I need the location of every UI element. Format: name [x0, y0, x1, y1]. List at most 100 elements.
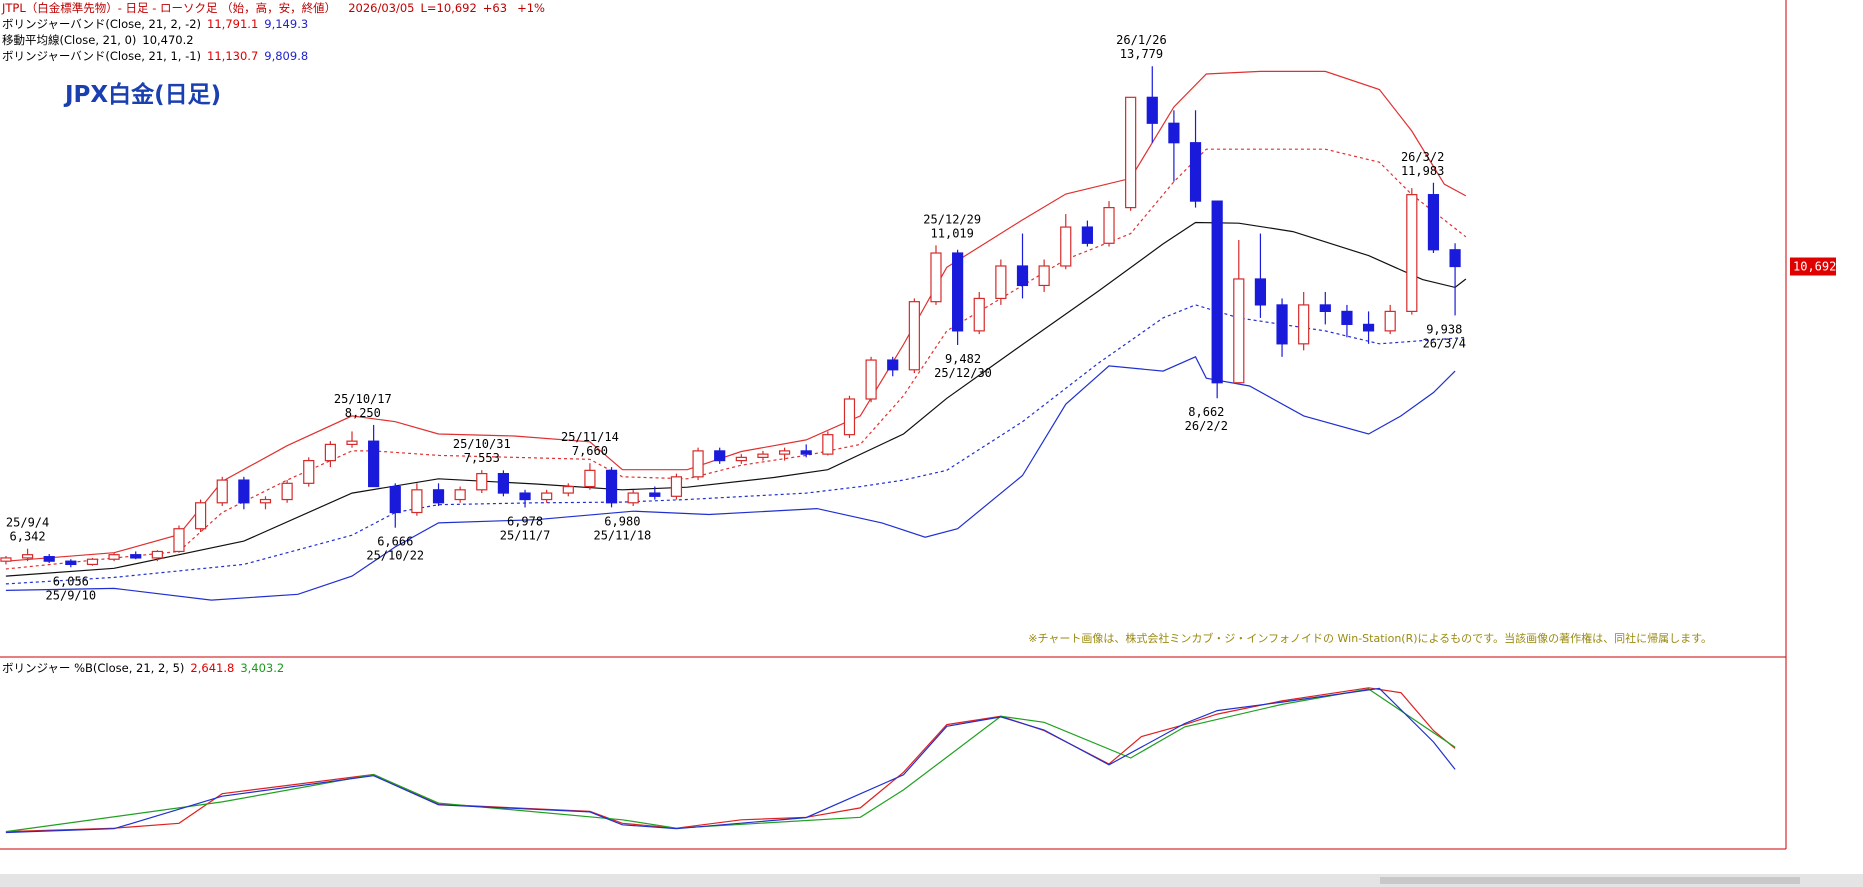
- candle-body: [1211, 200, 1223, 384]
- annotation-price: 8,250: [345, 406, 381, 420]
- last: L=10,692: [420, 1, 476, 15]
- header-line-1: JTPL（白金標準先物）- 日足 - ローソク足 （始，高，安，終値） 2026/…: [1, 1, 545, 15]
- candle-body: [1384, 310, 1396, 332]
- band-line: [5, 70, 1467, 562]
- header-line-3: 移動平均線(Close, 21, 0) 10,470.2: [2, 33, 194, 47]
- band-line: [5, 356, 1456, 601]
- annotation-date: 25/11/14: [561, 430, 619, 444]
- candle-body: [1081, 226, 1093, 244]
- candle-body: [714, 450, 726, 462]
- annotation-price: 6,978: [507, 514, 543, 528]
- annotation-price: 6,980: [604, 514, 640, 528]
- scrollbar-thumb[interactable]: [1380, 877, 1800, 884]
- annotation-date: 25/11/18: [593, 528, 651, 542]
- candle-body: [562, 485, 574, 494]
- annotation-price: 7,553: [464, 451, 500, 465]
- osc-header: ボリンジャー %B(Close, 21, 2, 5) 2,641.8 3,403.2: [2, 661, 284, 675]
- legend-value: 10,470.2: [142, 33, 193, 47]
- candle-body: [21, 554, 34, 559]
- copyright-note: ※チャート画像は、株式会社ミンカブ・ジ・インフォノイドの Win-Station…: [1028, 631, 1712, 645]
- annotation-price: 6,342: [10, 530, 46, 544]
- candle-body: [497, 472, 510, 494]
- annotation-price: 9,482: [945, 352, 981, 366]
- candle-body: [908, 301, 920, 371]
- candle-body: [1427, 194, 1440, 251]
- last-price-box: [1790, 257, 1836, 276]
- candle-body: [1038, 265, 1050, 287]
- annotation-price: 7,660: [572, 444, 608, 458]
- header-line-4: ボリンジャーバンド(Close, 21, 1, -1) 11,130.7 9,809…: [2, 49, 308, 63]
- last-price-label: 10,692: [1793, 260, 1836, 274]
- date: 2026/03/05: [348, 1, 414, 15]
- candle-body: [519, 492, 531, 501]
- candle-body: [65, 560, 77, 566]
- candle-body: [259, 498, 272, 504]
- annotation-date: 26/1/26: [1116, 33, 1167, 47]
- candle-body: [670, 476, 683, 497]
- candle-body: [281, 482, 293, 501]
- annotation-price: 11,019: [931, 226, 974, 240]
- annotation-date: 26/2/2: [1185, 419, 1228, 433]
- candle-body: [1298, 304, 1310, 345]
- annotation-date: 26/3/2: [1401, 150, 1444, 164]
- legend-value: 3,403.2: [240, 661, 284, 675]
- candle-body: [1125, 96, 1137, 209]
- chart-title: JPX白金(日足): [63, 81, 221, 108]
- candle-body: [1060, 226, 1072, 267]
- candle-body: [800, 450, 812, 455]
- candle-body: [1362, 323, 1375, 332]
- legend-value: 9,149.3: [264, 17, 308, 31]
- annotation-date: 26/3/4: [1423, 336, 1466, 350]
- annotation-price: 9,938: [1426, 322, 1462, 336]
- annotation-price: 11,983: [1401, 164, 1444, 178]
- pct: +1%: [517, 1, 545, 15]
- header-line-2: ボリンジャーバンド(Close, 21, 2, -2) 11,791.1 9,149…: [2, 17, 308, 31]
- candle-body: [1406, 194, 1418, 313]
- annotation-date: 25/12/29: [923, 212, 981, 226]
- candle-body: [1449, 249, 1461, 268]
- candle-body: [195, 502, 207, 530]
- candle-body: [43, 556, 55, 562]
- annotation-date: 25/10/17: [334, 392, 392, 406]
- candle-body: [735, 456, 747, 462]
- candle-body: [1276, 304, 1288, 345]
- legend-name: ボリンジャー %B(Close, 21, 2, 5): [2, 661, 184, 675]
- legend-value: 9,809.8: [264, 49, 308, 63]
- candle-body: [0, 557, 12, 562]
- candle-body: [238, 479, 250, 504]
- annotation-price: 6,056: [53, 574, 89, 588]
- candle-body: [173, 528, 185, 553]
- candle-body: [584, 469, 596, 488]
- candle-body: [952, 252, 964, 332]
- candle-body: [843, 398, 856, 436]
- candle-body: [627, 492, 639, 504]
- candle-body: [389, 485, 401, 514]
- annotation-date: 25/11/7: [500, 528, 551, 542]
- change: +63: [483, 1, 507, 15]
- candle-body: [757, 453, 769, 458]
- candle-body: [973, 297, 985, 332]
- legend-name: 移動平均線(Close, 21, 0): [2, 33, 136, 47]
- candle-body: [1233, 278, 1245, 384]
- candle-body: [865, 359, 877, 400]
- candle-body: [303, 460, 315, 484]
- annotation-date: 25/10/31: [453, 437, 511, 451]
- legend-value: 11,791.1: [207, 17, 258, 31]
- osc-line: [5, 687, 1456, 834]
- candle-body: [649, 492, 661, 497]
- candle-body: [605, 469, 618, 504]
- candle-body: [368, 440, 380, 488]
- candle-body: [108, 554, 120, 560]
- annotation-price: 6,666: [377, 535, 413, 549]
- candle-body: [324, 443, 336, 462]
- candle-body: [1254, 278, 1267, 306]
- legend-name: ボリンジャーバンド(Close, 21, 2, -2): [2, 17, 201, 31]
- candle-body: [1168, 122, 1180, 144]
- legend-value: 2,641.8: [190, 661, 234, 675]
- candle-body: [930, 252, 942, 303]
- annotation-date: 25/9/4: [6, 516, 49, 530]
- candle-body: [1341, 310, 1353, 325]
